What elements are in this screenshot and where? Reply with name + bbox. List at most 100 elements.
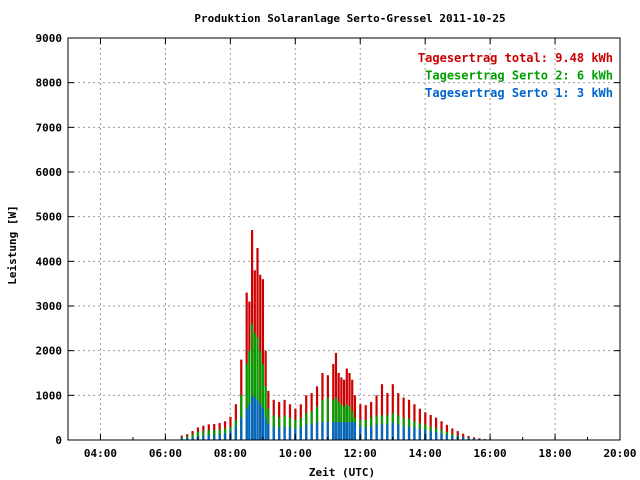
bar-serto-1	[351, 422, 354, 440]
bar-serto-1	[375, 424, 378, 440]
bar-serto-2	[248, 350, 251, 440]
bar-serto-2	[245, 364, 248, 440]
y-tick-label: 0	[55, 434, 62, 447]
bar-serto-2	[332, 399, 335, 440]
bar-serto-1	[180, 438, 183, 440]
x-tick-label: 10:00	[279, 447, 312, 460]
y-tick-label: 2000	[36, 345, 63, 358]
bar-serto-1	[343, 422, 346, 440]
y-axis-label: Leistung [W]	[6, 205, 19, 284]
bar-serto-1	[364, 427, 367, 440]
bar-serto-2	[321, 399, 324, 440]
bar-total	[351, 379, 354, 440]
bar-total	[391, 384, 394, 440]
bar-serto-2	[264, 386, 267, 440]
bar-serto-1	[332, 422, 335, 440]
bar-total	[334, 352, 338, 440]
bar-serto-1	[467, 438, 470, 440]
bar-serto-1	[202, 435, 205, 440]
bar-serto-2	[256, 337, 259, 440]
x-tick-label: 12:00	[344, 447, 377, 460]
bar-serto-1	[370, 426, 373, 440]
x-tick-label: 14:00	[409, 447, 442, 460]
legend-entry: Tagesertrag Serto 2: 6 kWh	[425, 69, 613, 83]
bar-serto-1	[288, 427, 292, 440]
bar-serto-1	[348, 422, 351, 440]
x-tick-label: 16:00	[474, 447, 507, 460]
chart-title: Produktion Solaranlage Serto-Gressel 201…	[194, 12, 505, 25]
bar-serto-1	[264, 417, 267, 440]
bar-serto-1	[259, 404, 262, 440]
bar-serto-1	[451, 435, 454, 440]
bar-total	[261, 279, 265, 440]
bar-serto-2	[186, 436, 189, 440]
y-tick-label: 8000	[36, 77, 63, 90]
legend-entry: Tagesertrag total: 9.48 kWh	[418, 51, 613, 65]
bar-serto-1	[359, 426, 362, 440]
bar-serto-1	[337, 422, 340, 440]
bar-serto-1	[245, 408, 248, 440]
bar-serto-1	[253, 397, 256, 440]
bar-serto-2	[326, 397, 329, 440]
bar-serto-1	[334, 422, 338, 440]
bar-serto-1	[321, 422, 324, 440]
bar-serto-1	[315, 422, 319, 440]
ticks: 0 1000 2000 3000 4000 5000 6000 7000 8000 9000 04:…	[36, 32, 637, 460]
bar-serto-1	[380, 424, 384, 440]
bar-serto-1	[472, 438, 476, 440]
bar-serto-1	[340, 422, 343, 440]
y-tick-label: 9000	[36, 32, 63, 45]
bar-total	[380, 384, 384, 440]
x-tick-label: 06:00	[149, 447, 182, 460]
bar-serto-1	[218, 434, 221, 440]
x-axis-label: Zeit (UTC)	[309, 466, 375, 479]
bar-serto-1	[407, 426, 411, 440]
bar-serto-1	[191, 437, 194, 440]
bar-serto-1	[272, 426, 275, 440]
bar-serto-1	[429, 431, 432, 440]
bar-serto-1	[283, 426, 286, 440]
bar-serto-1	[462, 437, 465, 440]
bar-serto-2	[259, 350, 262, 440]
bar-serto-1	[251, 395, 254, 440]
bars	[180, 230, 486, 440]
y-tick-label: 7000	[36, 121, 63, 134]
bar-serto-2	[334, 397, 338, 440]
bar-serto-1	[223, 433, 227, 440]
bar-serto-2	[191, 434, 194, 440]
bar-serto-1	[299, 426, 302, 440]
x-tick-label: 18:00	[538, 447, 571, 460]
y-tick-label: 1000	[36, 389, 63, 402]
bar-serto-1	[386, 424, 389, 440]
x-tick-label: 20:00	[603, 447, 636, 460]
bar-serto-1	[267, 424, 270, 440]
bar-serto-1	[256, 399, 259, 440]
bar-serto-1	[435, 431, 438, 440]
bar-serto-1	[186, 438, 189, 440]
bar-serto-1	[353, 422, 357, 440]
legend: Tagesertrag total: 9.48 kWh Tagesertrag S…	[418, 51, 613, 100]
bar-serto-1	[326, 422, 329, 440]
bar-serto-2	[253, 332, 256, 440]
y-tick-label: 6000	[36, 166, 63, 179]
grid	[68, 38, 620, 440]
bar-serto-1	[248, 404, 251, 440]
bar-serto-1	[397, 424, 400, 440]
bar-serto-1	[234, 426, 237, 440]
y-tick-label: 5000	[36, 211, 63, 224]
bar-serto-1	[310, 424, 313, 440]
bar-serto-1	[261, 408, 265, 440]
bar-serto-1	[418, 428, 421, 440]
bar-serto-1	[445, 434, 449, 440]
bar-serto-1	[345, 422, 348, 440]
plot-frame	[67, 37, 621, 441]
x-tick-label: 04:00	[84, 447, 117, 460]
bar-serto-1	[440, 433, 443, 440]
bar-serto-2	[196, 431, 200, 440]
bar-serto-2	[261, 364, 265, 440]
bar-serto-1	[391, 422, 394, 440]
bar-serto-1	[207, 435, 210, 440]
bar-serto-1	[305, 424, 308, 440]
bar-serto-2	[251, 323, 254, 440]
